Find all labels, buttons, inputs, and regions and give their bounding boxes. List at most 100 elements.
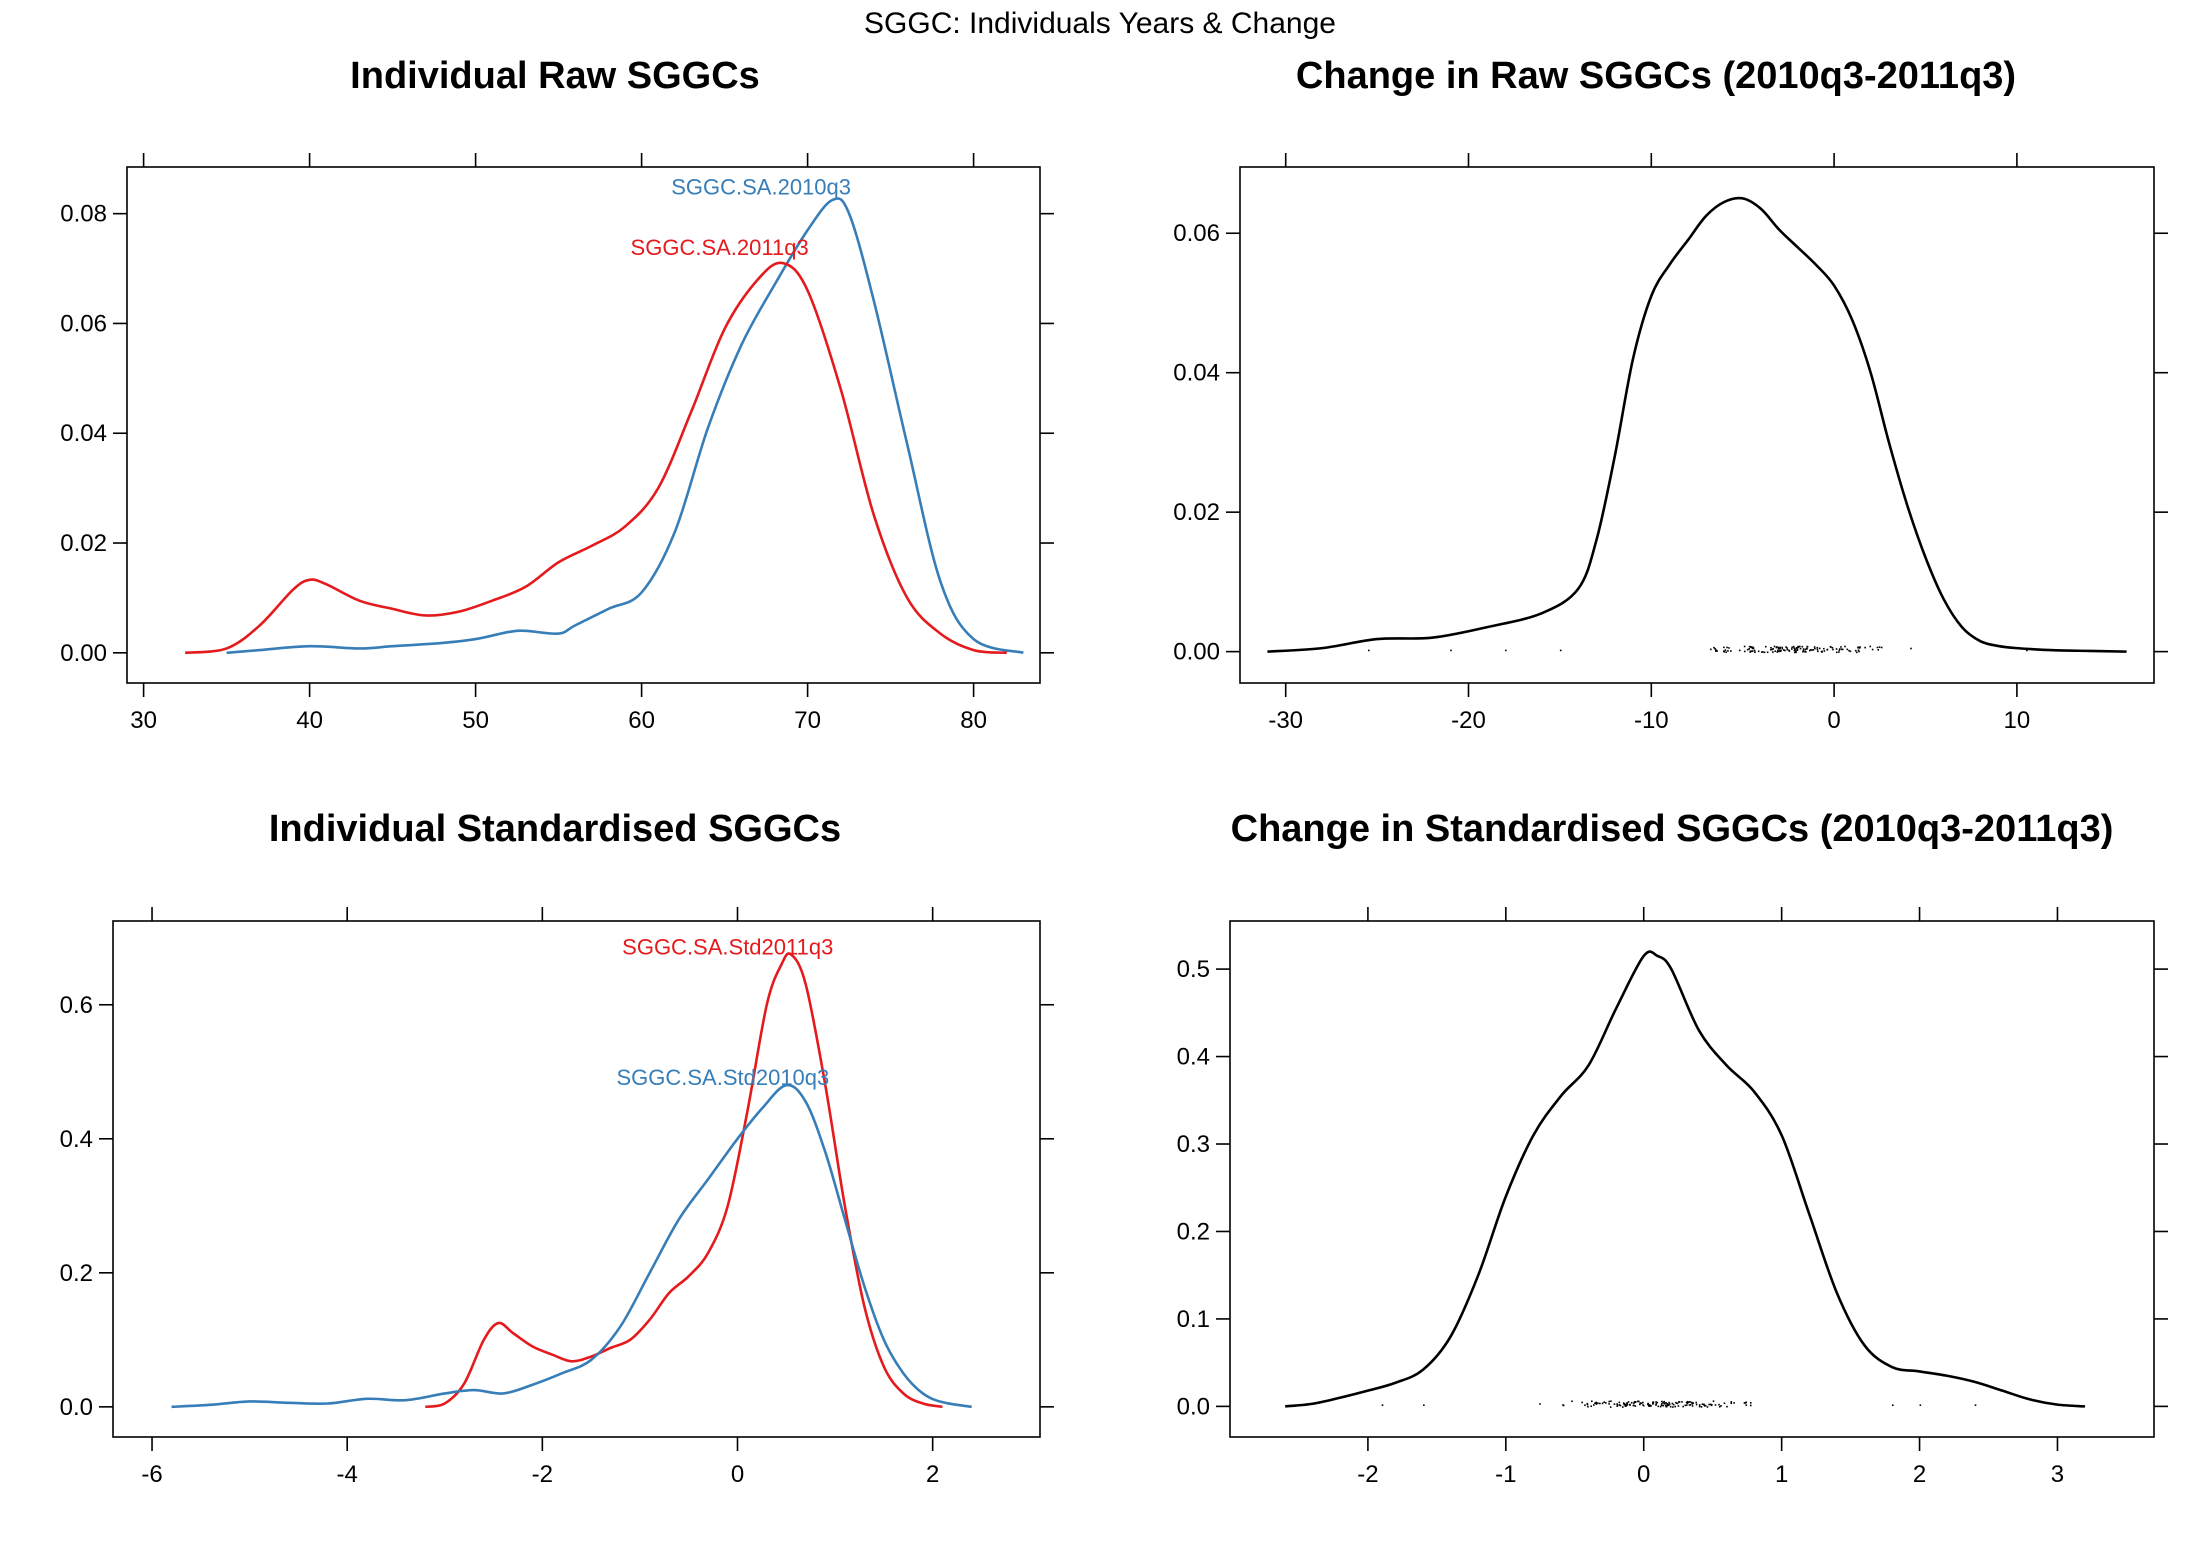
p2-rug-mark	[1766, 651, 1769, 654]
p2-rug-mark	[1876, 646, 1879, 649]
p1-series-line-sggc-sa-2011q3	[184, 261, 1007, 655]
p2-rug-mark	[1857, 649, 1860, 652]
p2-rug-mark	[1796, 649, 1799, 652]
p2-series-line-0	[1267, 196, 2127, 653]
p4-rug-mark	[1632, 1404, 1635, 1407]
p4-rug-mark	[1684, 1404, 1687, 1407]
p4-rug-mark	[1672, 1403, 1675, 1406]
p4-rug-mark	[1712, 1400, 1715, 1403]
p4-rug-mark	[1692, 1402, 1695, 1405]
p3-title: Individual Standardised SGGCs	[269, 808, 841, 850]
p4-xtick-label: -2	[1357, 1461, 1378, 1488]
p2-rug-mark	[1802, 650, 1804, 653]
p3-xtick-label: -2	[532, 1461, 553, 1488]
p4-rug-mark	[1671, 1402, 1674, 1405]
p2-rug-mark	[1772, 648, 1774, 650]
p2-rug-mark	[1838, 651, 1840, 653]
p4-series-line-0	[1285, 950, 2086, 1408]
p2-rug-mark	[1805, 647, 1808, 650]
p4-ytick-label: 0.1	[1177, 1306, 1210, 1333]
p4-rug-mark	[1664, 1402, 1666, 1404]
p4-rug-mark	[1610, 1400, 1612, 1403]
p3-xtick-label: 2	[926, 1461, 939, 1488]
p3-xtick-label: -6	[141, 1461, 162, 1488]
p4-rug-mark	[1733, 1402, 1735, 1404]
p4-rug-mark	[1681, 1401, 1683, 1403]
p4-rug-mark	[1703, 1404, 1705, 1406]
p2-rug-mark	[1730, 650, 1732, 652]
p2-rug-mark	[1808, 649, 1811, 652]
p4-panel: Change in Standardised SGGCs (2010q3-201…	[1177, 808, 2168, 1488]
p4-title: Change in Standardised SGGCs (2010q3-201…	[1231, 808, 2114, 850]
p2-rug-mark	[1779, 649, 1781, 652]
p2-ytick-label: 0.02	[1173, 499, 1220, 526]
p4-rug-mark	[1656, 1401, 1659, 1404]
p4-rug-mark	[1595, 1401, 1597, 1404]
p4-rug-mark	[1718, 1405, 1721, 1408]
p4-rug-mark	[1698, 1404, 1701, 1406]
p4-rug-mark	[1650, 1405, 1652, 1407]
p2-rug-mark	[1829, 645, 1832, 648]
p2-rug-mark	[1743, 645, 1746, 648]
p2-rug-mark	[1802, 648, 1805, 650]
p2-rug-mark	[1802, 649, 1805, 652]
p1-frame	[126, 166, 1041, 684]
p1-title: Individual Raw SGGCs	[350, 55, 760, 97]
p1-panel: Individual Raw SGGCs 30 40 50 60 70 80 0.00 0.02…	[60, 55, 1054, 734]
p2-rug-mark	[1816, 648, 1819, 651]
p3-series-label: SGGC.SA.Std2011q3	[622, 935, 833, 960]
p2-rug-mark	[1757, 650, 1760, 653]
p4-rug-mark	[1642, 1401, 1644, 1404]
p4-rug-mark	[1624, 1404, 1627, 1407]
p2-rug-mark	[1844, 645, 1846, 648]
p2-rug-mark	[1854, 649, 1857, 652]
p3-ytick-label: 0.0	[60, 1394, 93, 1421]
p2-rug-mark	[1764, 645, 1767, 648]
p4-rug-mark	[1672, 1406, 1674, 1408]
p2-rug-mark	[1840, 648, 1843, 651]
p2-rug-mark	[1910, 647, 1912, 650]
p4-rug-mark	[1685, 1401, 1688, 1404]
p4-rug-mark	[1599, 1402, 1601, 1405]
p4-rug-mark	[1688, 1404, 1691, 1406]
p4-rug-mark	[1686, 1400, 1689, 1403]
p2-rug-mark	[1793, 649, 1796, 652]
p4-rug-mark	[1608, 1403, 1610, 1405]
p2-rug-mark	[1846, 648, 1849, 651]
p1-series-line-sggc-sa-2010q3	[226, 197, 1024, 655]
p2-rug-mark	[2026, 649, 2028, 652]
p4-rug-mark	[1594, 1402, 1596, 1405]
p4-ytick-label: 0.5	[1177, 956, 1210, 983]
p4-rug-mark	[1657, 1405, 1660, 1408]
p1-ytick-label: 0.06	[60, 310, 107, 337]
p2-rug-mark	[1838, 649, 1841, 651]
p4-rug-mark	[1668, 1401, 1670, 1404]
p1-series-label: SGGC.SA.2011q3	[631, 235, 809, 260]
p4-rug-mark	[1723, 1402, 1726, 1405]
figure-title: SGGC: Individuals Years & Change	[864, 7, 1336, 40]
p2-rug-mark	[1835, 648, 1838, 650]
p4-rug-mark	[1686, 1402, 1689, 1405]
p2-rug-mark	[1727, 650, 1729, 652]
p1-series-label: SGGC.SA.2010q3	[671, 174, 851, 199]
p4-rug-mark	[1648, 1404, 1651, 1406]
p4-rug-mark	[1616, 1403, 1618, 1405]
p2-rug-mark	[1805, 651, 1807, 653]
p2-rug-mark	[1782, 649, 1785, 651]
p4-rug-mark	[1660, 1404, 1663, 1407]
p2-rug-mark	[1788, 650, 1791, 652]
p3-series-label: SGGC.SA.Std2010q3	[616, 1065, 829, 1090]
p4-ytick-label: 0.0	[1177, 1393, 1210, 1420]
p4-rug-mark	[1639, 1403, 1641, 1406]
p4-rug-mark	[1665, 1402, 1668, 1404]
p2-rug-mark	[1877, 649, 1880, 651]
p2-rug-mark	[1818, 647, 1821, 650]
p2-rug-mark	[1848, 649, 1850, 652]
p4-rug-mark	[1666, 1405, 1668, 1408]
p2-rug-mark	[1804, 648, 1807, 651]
p4-rug-mark	[1891, 1404, 1894, 1406]
p2-xtick-label: -30	[1268, 707, 1303, 734]
p3-xtick-label: 0	[731, 1461, 744, 1488]
p4-rug-mark	[1587, 1405, 1589, 1408]
p4-rug-mark	[1581, 1401, 1583, 1404]
